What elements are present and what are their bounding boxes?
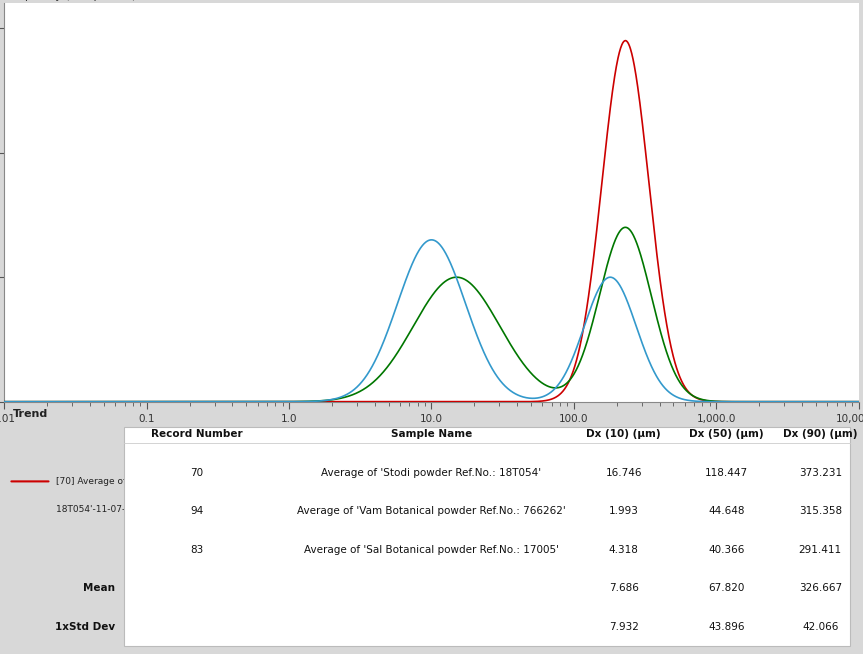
Text: 44.648: 44.648 bbox=[708, 506, 745, 516]
Text: 4.318: 4.318 bbox=[608, 545, 639, 555]
Text: 94: 94 bbox=[190, 506, 203, 516]
Text: 83: 83 bbox=[190, 545, 203, 555]
Text: 315.358: 315.358 bbox=[798, 506, 841, 516]
Text: 67.820: 67.820 bbox=[708, 583, 745, 593]
Text: Dx (90) (μm): Dx (90) (μm) bbox=[783, 429, 858, 439]
Text: Average of 'Stodi powder Ref.No.: 18T054': Average of 'Stodi powder Ref.No.: 18T054… bbox=[321, 468, 542, 477]
Text: Record Number: Record Number bbox=[151, 429, 243, 439]
Text: Average of 'Sal Botanical powder Ref.No.: 17005': Average of 'Sal Botanical powder Ref.No.… bbox=[304, 545, 559, 555]
Text: 766262'-11-07-2018 11:35:29: 766262'-11-07-2018 11:35:29 bbox=[340, 506, 476, 514]
Text: Frequency (compatible): Frequency (compatible) bbox=[4, 0, 136, 1]
Text: Dx (50) (μm): Dx (50) (μm) bbox=[689, 429, 764, 439]
Text: 17005'-11-07-2018 11:24:39: 17005'-11-07-2018 11:24:39 bbox=[624, 506, 753, 514]
Text: [94] Average of 'Vam Botanical powder Ref.No.:: [94] Average of 'Vam Botanical powder Re… bbox=[340, 477, 555, 487]
Text: 7.932: 7.932 bbox=[608, 622, 639, 632]
Text: 7.686: 7.686 bbox=[608, 583, 639, 593]
Text: 1.993: 1.993 bbox=[608, 506, 639, 516]
Text: 1xStd Dev: 1xStd Dev bbox=[55, 622, 116, 632]
Text: Dx (10) (μm): Dx (10) (μm) bbox=[587, 429, 661, 439]
Text: Average of 'Vam Botanical powder Ref.No.: 766262': Average of 'Vam Botanical powder Ref.No.… bbox=[297, 506, 566, 516]
Text: 326.667: 326.667 bbox=[798, 583, 841, 593]
Text: Trend: Trend bbox=[13, 409, 48, 419]
Text: Mean: Mean bbox=[84, 583, 116, 593]
Text: 16.746: 16.746 bbox=[606, 468, 642, 477]
Text: 373.231: 373.231 bbox=[798, 468, 841, 477]
Text: 40.366: 40.366 bbox=[708, 545, 745, 555]
Text: 70: 70 bbox=[190, 468, 203, 477]
Text: 18T054'-11-07-2018 11:11:34: 18T054'-11-07-2018 11:11:34 bbox=[55, 506, 191, 514]
Text: 43.896: 43.896 bbox=[708, 622, 745, 632]
Text: 118.447: 118.447 bbox=[705, 468, 748, 477]
Bar bbox=[124, 426, 850, 645]
Text: 42.066: 42.066 bbox=[802, 622, 839, 632]
Text: Sample Name: Sample Name bbox=[391, 429, 472, 439]
Text: [83] Average of 'Sal Botanical powder Ref.No.:: [83] Average of 'Sal Botanical powder Re… bbox=[624, 477, 833, 487]
Text: [70] Average of 'Stodi powder Ref.No.:: [70] Average of 'Stodi powder Ref.No.: bbox=[55, 477, 229, 487]
Text: 291.411: 291.411 bbox=[798, 545, 841, 555]
Text: Size Classes (μm): Size Classes (μm) bbox=[382, 453, 481, 464]
